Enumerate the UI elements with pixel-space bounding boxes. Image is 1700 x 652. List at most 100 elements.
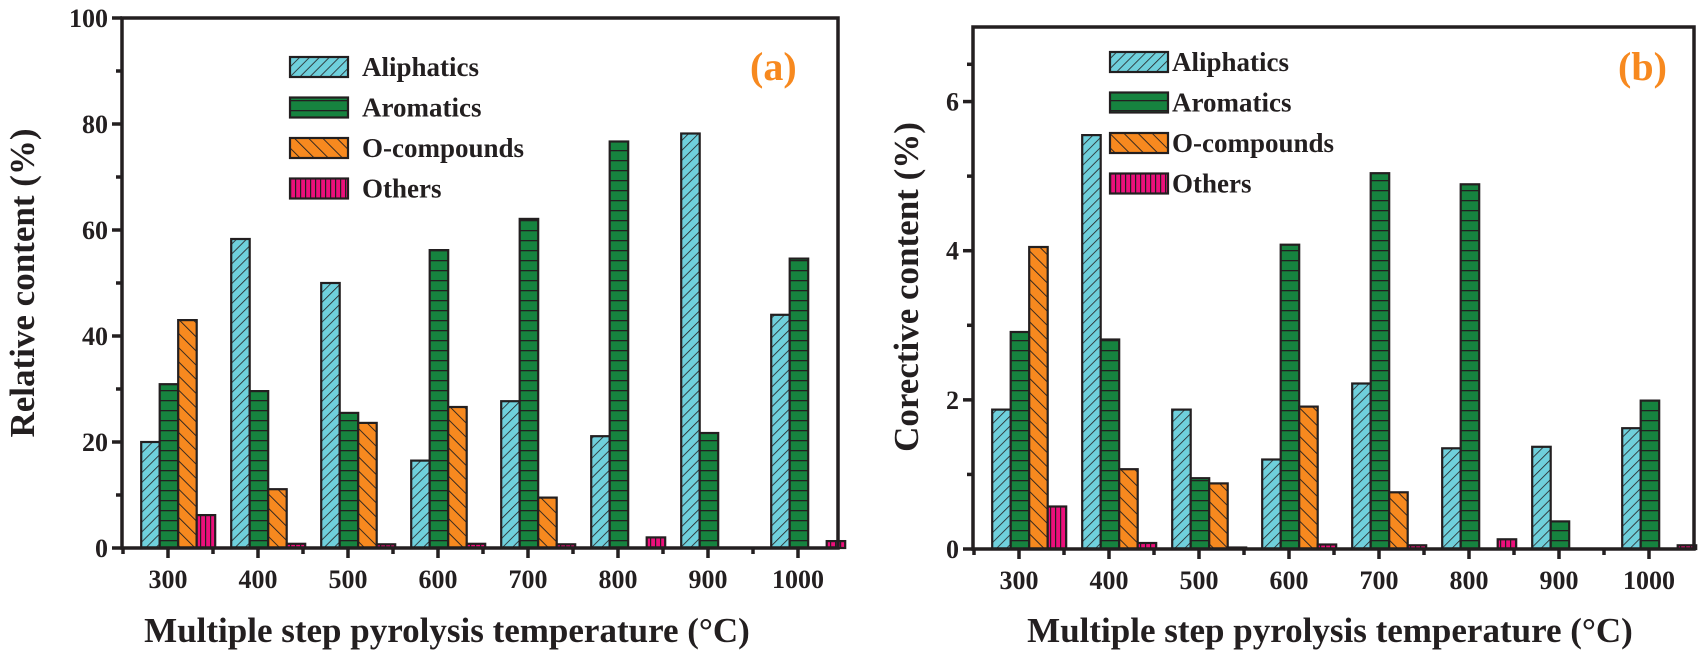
x-tick-label: 400 bbox=[239, 565, 278, 594]
y-tick-label: 80 bbox=[82, 110, 108, 139]
x-tick-label: 300 bbox=[149, 565, 188, 594]
legend-swatch bbox=[288, 96, 350, 119]
y-tick-label: 4 bbox=[946, 237, 959, 266]
bar-others-300 bbox=[195, 513, 217, 550]
bar-aromatics-500 bbox=[338, 411, 360, 550]
bar-aliphatics-1000 bbox=[770, 313, 791, 550]
bar-aliphatics-900 bbox=[1531, 445, 1552, 551]
x-tick-label: 800 bbox=[1450, 566, 1489, 595]
legend-label: Aromatics bbox=[1172, 88, 1291, 118]
y-tick-label: 60 bbox=[82, 216, 108, 245]
bar-aromatics-400 bbox=[1099, 338, 1121, 551]
bar-o-compounds-400 bbox=[267, 488, 288, 550]
x-tick-label: 700 bbox=[509, 565, 548, 594]
legend-item-aromatics: Aromatics bbox=[288, 93, 481, 123]
y-tick-label: 2 bbox=[946, 386, 959, 415]
bar-o-compounds-400 bbox=[1118, 468, 1139, 551]
bar-aliphatics-400 bbox=[1081, 134, 1102, 551]
bar-aromatics-800 bbox=[1459, 183, 1481, 551]
bar-aromatics-1000 bbox=[1639, 399, 1661, 551]
legend-label: O-compounds bbox=[362, 133, 524, 163]
y-tick-label: 0 bbox=[95, 534, 108, 563]
bar-o-compounds-600 bbox=[447, 405, 468, 550]
bar-aromatics-500 bbox=[1189, 477, 1211, 551]
bars-group bbox=[991, 134, 1698, 551]
bar-aromatics-600 bbox=[428, 249, 450, 550]
bar-aliphatics-1000 bbox=[1621, 427, 1642, 551]
legend: Aliphatics Aromatics O-compounds Others bbox=[288, 52, 524, 204]
legend-swatch bbox=[1108, 91, 1170, 114]
legend-label: Others bbox=[1172, 169, 1251, 199]
y-tick-label: 100 bbox=[69, 4, 108, 33]
bar-aliphatics-500 bbox=[1171, 408, 1192, 551]
bar-aliphatics-300 bbox=[140, 440, 161, 550]
bar-o-compounds-700 bbox=[1388, 491, 1409, 551]
x-tick-label: 1000 bbox=[772, 565, 824, 594]
bar-aromatics-900 bbox=[1549, 520, 1571, 551]
bar-aliphatics-800 bbox=[590, 435, 611, 550]
x-tick-label: 300 bbox=[1000, 566, 1039, 595]
x-axis-title: Multiple step pyrolysis temperature (°C) bbox=[144, 611, 750, 650]
x-tick-label: 600 bbox=[1270, 566, 1309, 595]
x-tick-label: 700 bbox=[1360, 566, 1399, 595]
legend-swatch bbox=[288, 55, 350, 79]
bar-aliphatics-700 bbox=[1351, 382, 1372, 551]
bar-aromatics-400 bbox=[248, 390, 270, 550]
panel-label: (a) bbox=[750, 44, 797, 89]
bar-aromatics-800 bbox=[608, 140, 630, 550]
legend-item-o-compounds: O-compounds bbox=[1108, 128, 1334, 158]
y-tick-label: 20 bbox=[82, 428, 108, 457]
legend-label: Aliphatics bbox=[362, 52, 479, 82]
legend-item-others: Others bbox=[288, 174, 441, 204]
y-tick-label: 40 bbox=[82, 322, 108, 351]
x-tick-label: 600 bbox=[419, 565, 458, 594]
legend: Aliphatics Aromatics O-compounds Others bbox=[1108, 47, 1334, 199]
bar-aromatics-300 bbox=[158, 383, 180, 550]
y-axis-title: Corective content (%) bbox=[887, 122, 926, 452]
bar-o-compounds-500 bbox=[357, 421, 378, 550]
legend-swatch bbox=[288, 136, 350, 160]
legend-swatch bbox=[288, 177, 350, 200]
legend-label: Aliphatics bbox=[1172, 47, 1289, 77]
bar-aliphatics-800 bbox=[1441, 447, 1462, 551]
x-tick-label: 500 bbox=[329, 565, 368, 594]
bar-o-compounds-600 bbox=[1298, 405, 1319, 551]
tick-labels: 0 20 40 60 80 100 300 400 500 600 700 800 900 1000 bbox=[69, 4, 824, 594]
bar-aliphatics-900 bbox=[680, 132, 701, 550]
axes bbox=[963, 25, 1696, 559]
bar-o-compounds-500 bbox=[1208, 482, 1229, 551]
bar-o-compounds-300 bbox=[177, 319, 198, 550]
bar-aromatics-600 bbox=[1279, 243, 1301, 551]
bar-aliphatics-500 bbox=[320, 281, 341, 550]
legend-label: O-compounds bbox=[1172, 128, 1334, 158]
legend-item-aromatics: Aromatics bbox=[1108, 88, 1291, 118]
bar-aromatics-1000 bbox=[788, 257, 810, 550]
bar-aliphatics-600 bbox=[1261, 458, 1282, 551]
bar-aromatics-700 bbox=[518, 217, 540, 550]
x-tick-label: 400 bbox=[1090, 566, 1129, 595]
x-tick-label: 900 bbox=[689, 565, 728, 594]
y-axis-title: Relative content (%) bbox=[3, 128, 42, 437]
chart-panel-b: 0 2 4 6 300 400 500 600 700 800 900 1000 Multiple s… bbox=[887, 25, 1698, 650]
legend-item-others: Others bbox=[1108, 169, 1251, 199]
y-tick-label: 6 bbox=[946, 88, 959, 117]
legend-label: Others bbox=[362, 174, 441, 204]
bars-group bbox=[140, 132, 847, 550]
x-tick-label: 1000 bbox=[1623, 566, 1675, 595]
x-tick-label: 500 bbox=[1180, 566, 1219, 595]
x-tick-label: 800 bbox=[599, 565, 638, 594]
x-axis-title: Multiple step pyrolysis temperature (°C) bbox=[1027, 611, 1633, 650]
legend-swatch bbox=[1108, 50, 1170, 74]
legend-swatch bbox=[1108, 172, 1170, 195]
axes bbox=[112, 16, 840, 558]
bar-others-300 bbox=[1046, 505, 1068, 551]
legend-swatch bbox=[1108, 131, 1170, 155]
bar-aliphatics-300 bbox=[991, 408, 1012, 551]
chart-panel-a: 0 20 40 60 80 100 300 400 500 600 700 800 900 1000 Mu… bbox=[3, 4, 847, 650]
legend-label: Aromatics bbox=[362, 93, 481, 123]
bar-aromatics-300 bbox=[1009, 330, 1031, 551]
legend-item-aliphatics: Aliphatics bbox=[1108, 47, 1289, 77]
bar-o-compounds-700 bbox=[537, 496, 558, 550]
bar-aliphatics-400 bbox=[230, 237, 251, 550]
